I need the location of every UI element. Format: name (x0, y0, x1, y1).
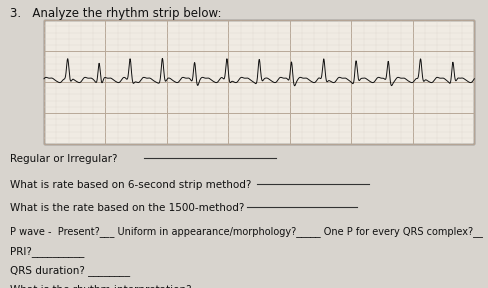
Text: What is the rhythm interpretation?______________: What is the rhythm interpretation?______… (10, 284, 264, 288)
Text: What is rate based on 6-second strip method?: What is rate based on 6-second strip met… (10, 180, 251, 190)
Text: PRI?__________: PRI?__________ (10, 246, 84, 257)
Text: What is the rate based on the 1500-method?: What is the rate based on the 1500-metho… (10, 203, 244, 213)
Text: Regular or Irregular?: Regular or Irregular? (10, 154, 117, 164)
Text: P wave -  Present?___ Uniform in appearance/morphology?_____ One P for every QRS: P wave - Present?___ Uniform in appearan… (10, 226, 482, 237)
Text: QRS duration? ________: QRS duration? ________ (10, 266, 130, 276)
Bar (44, 20, 473, 144)
Text: 3.   Analyze the rhythm strip below:: 3. Analyze the rhythm strip below: (10, 7, 221, 20)
